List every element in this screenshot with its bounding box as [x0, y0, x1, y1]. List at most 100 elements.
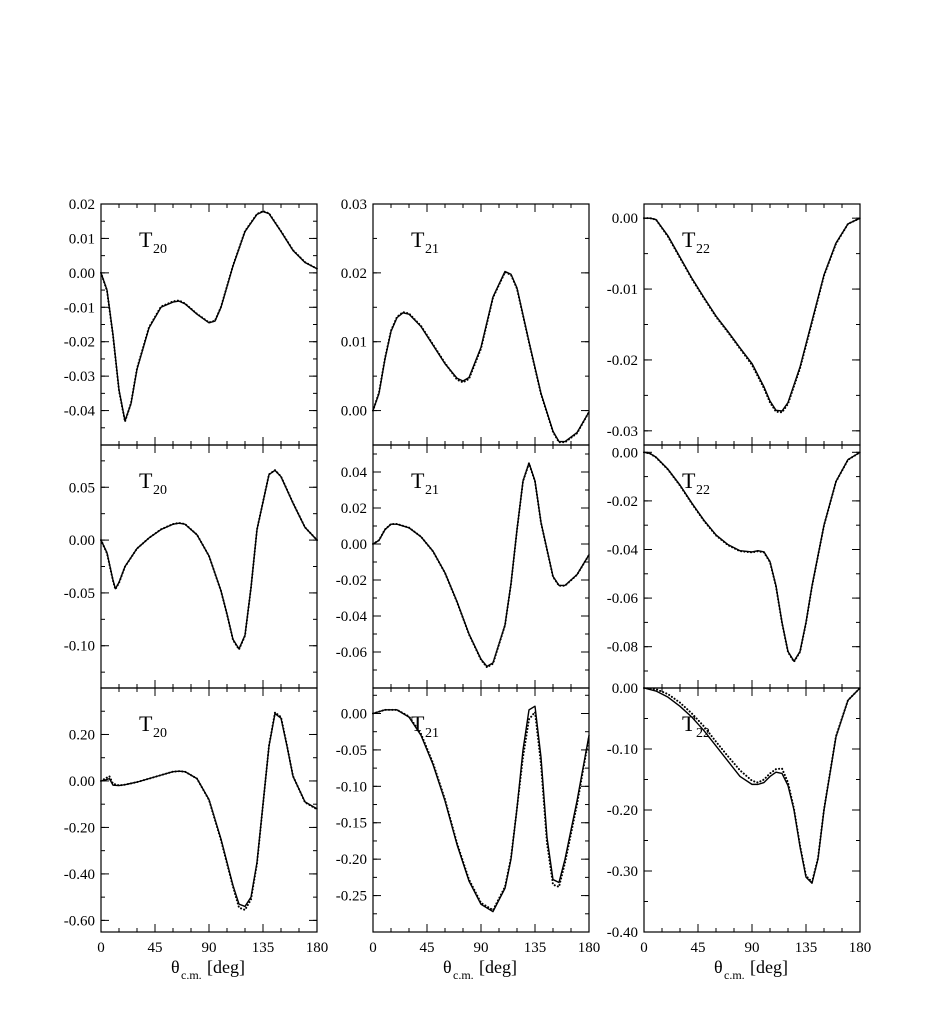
y-tick-label: 0.20 — [69, 727, 95, 743]
y-tick-label: 0.00 — [612, 681, 638, 697]
x-tick-label: 45 — [148, 940, 163, 956]
y-tick-label: -0.05 — [336, 743, 367, 759]
panel-label: T — [411, 468, 425, 493]
x-axis-title-subscript: c.m. — [181, 968, 202, 982]
y-tick-label: -0.20 — [607, 803, 638, 819]
y-tick-label: -0.60 — [64, 913, 95, 929]
y-tick-label: -0.10 — [64, 639, 95, 655]
y-tick-label: 0.02 — [341, 501, 367, 517]
x-tick-label: 135 — [795, 940, 818, 956]
y-tick-label: -0.01 — [64, 300, 95, 316]
y-tick-label: -0.06 — [336, 645, 368, 661]
x-tick-label: 180 — [306, 940, 329, 956]
series-line-solid — [372, 705, 590, 913]
x-tick-label: 90 — [474, 940, 489, 956]
y-tick-label: 0.00 — [612, 211, 638, 227]
y-tick-label: -0.30 — [607, 864, 638, 880]
x-tick-label: 180 — [849, 940, 872, 956]
panel-label: T — [682, 711, 696, 736]
y-tick-label: 0.00 — [612, 445, 638, 461]
x-tick-label: 90 — [745, 940, 760, 956]
panel-label: T — [139, 227, 153, 252]
series-line-dotted — [100, 210, 318, 423]
y-tick-label: 0.00 — [69, 533, 95, 549]
series-line-solid — [643, 217, 861, 412]
y-tick-label: -0.20 — [64, 820, 95, 836]
panel-label-subscript: 22 — [696, 726, 710, 741]
panel-label: T — [411, 227, 425, 252]
x-tick-label: 90 — [202, 940, 217, 956]
series-line-solid — [100, 712, 318, 908]
y-tick-label: -0.04 — [64, 404, 96, 420]
x-axis-title-unit: [deg] — [207, 957, 245, 977]
y-tick-label: 0.01 — [341, 335, 367, 351]
x-axis-title-symbol: θ — [714, 957, 723, 977]
series-line-solid — [100, 469, 318, 650]
series-line-dotted — [643, 217, 861, 414]
y-tick-label: 0.02 — [69, 197, 95, 213]
x-axis-title-symbol: θ — [171, 957, 180, 977]
y-tick-label: 0.00 — [341, 404, 367, 420]
series-line-dotted — [643, 451, 861, 663]
panel-frame-r0c1 — [372, 203, 590, 446]
series-line-solid — [643, 687, 861, 884]
series-line-dotted — [372, 271, 590, 444]
panel-label: T — [682, 227, 696, 252]
series-line-dotted — [100, 711, 318, 911]
y-tick-label: -0.25 — [336, 889, 367, 905]
x-tick-label: 45 — [691, 940, 706, 956]
series-line-solid — [643, 451, 861, 662]
series-line-dotted — [372, 708, 590, 912]
panel-frame-r2c2 — [643, 687, 861, 933]
panel-label-subscript: 20 — [153, 483, 167, 498]
y-tick-label: 0.02 — [341, 266, 367, 282]
panel-label: T — [411, 711, 425, 736]
y-tick-label: -0.05 — [64, 586, 95, 602]
panel-label: T — [139, 711, 153, 736]
x-tick-label: 180 — [578, 940, 601, 956]
panel-frame-r0c2 — [643, 203, 861, 446]
panel-label-subscript: 21 — [425, 726, 439, 741]
y-tick-label: 0.05 — [69, 480, 95, 496]
y-tick-label: -0.04 — [607, 542, 639, 558]
panel-label-subscript: 22 — [696, 483, 710, 498]
panel-frame-r2c1 — [372, 687, 590, 933]
series-line-solid — [372, 270, 590, 443]
y-tick-label: -0.06 — [607, 591, 639, 607]
x-axis-title-unit: [deg] — [750, 957, 788, 977]
y-tick-label: -0.02 — [607, 494, 638, 510]
series-line-dotted — [100, 469, 318, 651]
x-tick-label: 0 — [640, 940, 648, 956]
panel-label: T — [139, 468, 153, 493]
x-axis-title-subscript: c.m. — [724, 968, 745, 982]
y-tick-label: 0.00 — [69, 266, 95, 282]
y-tick-label: -0.01 — [607, 282, 638, 298]
y-tick-label: 0.00 — [341, 537, 367, 553]
panel-frame-r0c0 — [100, 203, 318, 446]
y-tick-label: -0.03 — [607, 424, 638, 440]
y-tick-label: 0.00 — [69, 774, 95, 790]
series-line-dotted — [643, 687, 861, 883]
series-line-solid — [372, 462, 590, 668]
y-tick-label: 0.04 — [341, 465, 368, 481]
y-tick-label: -0.10 — [607, 742, 638, 758]
y-tick-label: 0.01 — [69, 231, 95, 247]
x-tick-label: 45 — [420, 940, 435, 956]
x-tick-label: 0 — [369, 940, 377, 956]
panel-label: T — [682, 468, 696, 493]
x-axis-title-unit: [deg] — [479, 957, 517, 977]
x-axis-title-symbol: θ — [443, 957, 452, 977]
panel-frame-r1c1 — [372, 444, 590, 689]
y-tick-label: -0.40 — [607, 925, 638, 941]
y-tick-label: -0.02 — [336, 573, 367, 589]
panel-label-subscript: 21 — [425, 483, 439, 498]
y-tick-label: 0.03 — [341, 197, 367, 213]
panel-label-subscript: 20 — [153, 726, 167, 741]
panel-frame-r1c0 — [100, 444, 318, 689]
y-tick-label: -0.20 — [336, 852, 367, 868]
x-tick-label: 135 — [524, 940, 547, 956]
y-tick-label: -0.40 — [64, 867, 95, 883]
y-tick-label: 0.00 — [341, 706, 367, 722]
panel-frame-r2c0 — [100, 687, 318, 933]
